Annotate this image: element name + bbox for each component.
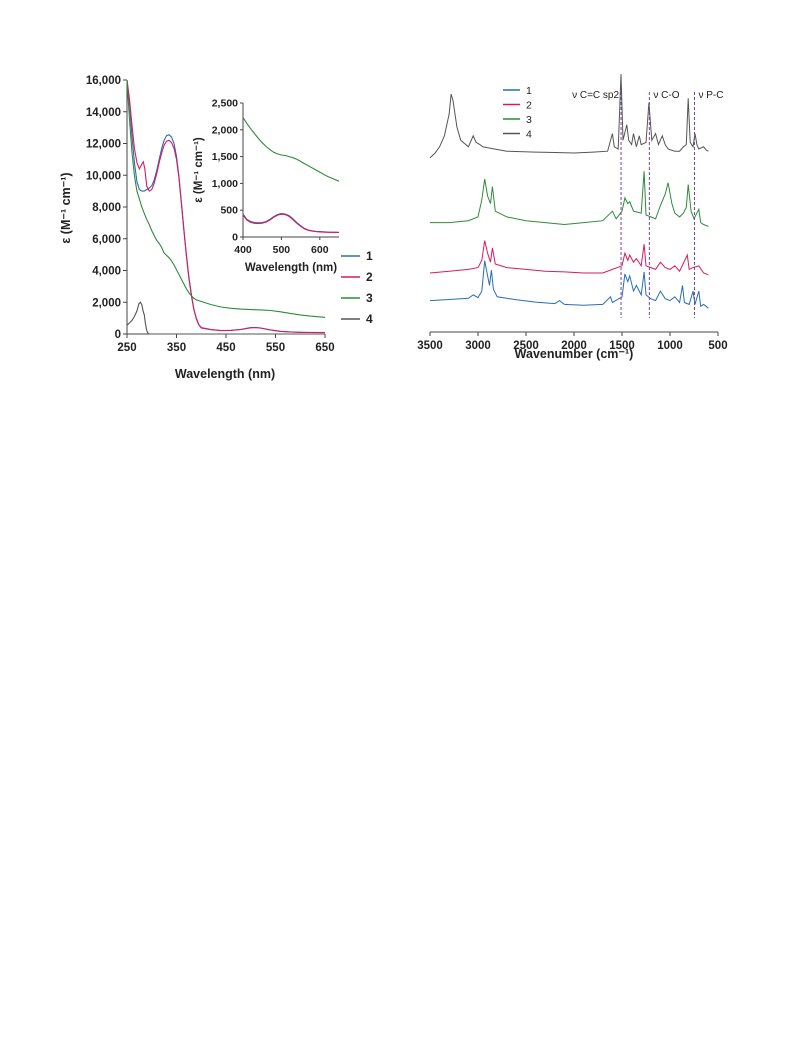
- uv-vis-y-tick-label: 16,000: [86, 75, 121, 87]
- ftir-legend-label-1: 1: [526, 85, 532, 97]
- uv-vis-legend-label-3: 3: [366, 291, 373, 305]
- ftir-band-annotation: ν P-C: [698, 90, 723, 101]
- uv-vis-y-tick-label: 2,000: [92, 297, 121, 309]
- uv-vis-y-tick-label: 14,000: [86, 107, 121, 119]
- inset-series-3-line: [242, 117, 340, 182]
- uv-vis-x-tick-label: 550: [266, 342, 285, 354]
- ftir-x-tick-label: 3500: [417, 340, 443, 352]
- ftir-x-tick-label: 3000: [465, 340, 491, 352]
- uv-vis-legend-label-1: 1: [366, 249, 373, 263]
- ftir-series-1-line: [429, 260, 709, 309]
- ftir-chart: 3500 3000 2500 2000 1500 1000 500 ν C=C sp2 ν C…: [417, 74, 728, 361]
- ftir-x-tick-label: 2000: [561, 340, 587, 352]
- ftir-series-4-line: [429, 74, 709, 159]
- uv-vis-y-tick-label: 12,000: [86, 139, 121, 151]
- uv-vis-y-tick-label: 6,000: [92, 234, 121, 246]
- ftir-series-3-line: [430, 171, 709, 227]
- uv-vis-chart: 02,0004,0006,0008,00010,00012,00014,0001…: [59, 75, 373, 381]
- ftir-x-ticks: 3500 3000 2500 2000 1500 1000 500: [417, 332, 728, 352]
- ftir-x-tick-label: 1500: [609, 340, 635, 352]
- uv-vis-y-tick-label: 8,000: [92, 202, 121, 214]
- ftir-series: [429, 74, 709, 309]
- uv-vis-y-tick-label: 4,000: [92, 266, 121, 278]
- uv-vis-series-4-line: [126, 301, 325, 335]
- uv-vis-y-ticks: 0 2,000 4,000 6,000 8,000 10,000 12,000 14,000 1…: [86, 75, 127, 341]
- uv-vis-series: [126, 79, 326, 335]
- inset-x-tick-label: 400: [234, 244, 252, 256]
- uv-vis-x-tick-label: 350: [167, 342, 186, 354]
- inset-y-tick-label: 0: [232, 232, 238, 244]
- inset-y-axis-label: ε (M⁻¹ cm⁻¹): [193, 137, 205, 203]
- uv-vis-x-tick-label: 250: [117, 342, 136, 354]
- inset-background: [243, 103, 339, 237]
- ftir-legend: 1 2 3 4: [503, 85, 532, 141]
- inset-series-2-line: [242, 213, 340, 234]
- uv-vis-y-axis-label: ε (M⁻¹ cm⁻¹): [59, 172, 73, 243]
- inset-x-axis-label: Wavelength (nm): [245, 262, 337, 274]
- uv-vis-y-tick-label: 10,000: [86, 170, 121, 182]
- uv-vis-x-ticks: 250 350 450 550 650: [117, 334, 335, 354]
- inset-y-tick-label: 2,000: [212, 124, 238, 136]
- uv-vis-x-tick-label: 450: [216, 342, 235, 354]
- ftir-band-annotation: ν C-O: [653, 90, 679, 101]
- inset-y-tick-label: 2,500: [212, 98, 238, 110]
- uv-vis-series-3-line: [126, 79, 326, 318]
- inset-y-tick-label: 500: [220, 205, 238, 217]
- uv-vis-legend-label-2: 2: [366, 270, 373, 284]
- ftir-x-tick-label: 500: [708, 340, 727, 352]
- inset-y-tick-label: 1,000: [212, 178, 238, 190]
- inset-series: [242, 117, 340, 234]
- inset-x-tick-label: 500: [273, 244, 291, 256]
- uv-vis-series-2-line: [126, 79, 326, 334]
- uv-vis-x-tick-label: 650: [315, 342, 334, 354]
- ftir-x-tick-label: 1000: [657, 340, 683, 352]
- inset-y-tick-label: 1,500: [212, 151, 238, 163]
- uv-vis-y-tick-label: 0: [115, 329, 121, 341]
- ftir-band-markers: ν C=C sp2 ν C-O ν P-C: [572, 90, 723, 318]
- uv-vis-x-axis-label: Wavelength (nm): [175, 367, 275, 381]
- inset-x-tick-label: 600: [311, 244, 329, 256]
- ftir-band-annotation: ν C=C sp2: [572, 90, 619, 101]
- uv-vis-legend-label-4: 4: [366, 312, 373, 326]
- inset-x-ticks: 400 500 600: [234, 237, 329, 256]
- ftir-legend-label-4: 4: [526, 129, 532, 141]
- ftir-legend-label-3: 3: [526, 114, 532, 126]
- ftir-x-tick-label: 2500: [513, 340, 539, 352]
- ftir-series-2-line: [429, 240, 709, 276]
- uv-vis-inset-chart: 0 500 1,000 1,500 2,000 2,500 400 500 600 Wavel…: [193, 98, 340, 274]
- inset-y-ticks: 0 500 1,000 1,500 2,000 2,500: [212, 98, 243, 244]
- uv-vis-legend: 1 2 3 4: [341, 249, 373, 326]
- ftir-x-axis-label: Wavenumber (cm⁻¹): [515, 347, 634, 361]
- ftir-legend-label-2: 2: [526, 100, 532, 112]
